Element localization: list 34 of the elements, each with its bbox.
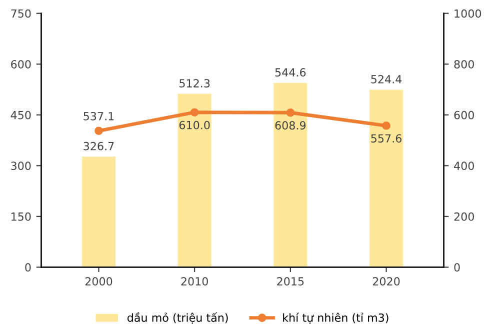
point (382, 121, 390, 130)
data-label: 537.1 (84, 112, 114, 120)
x-tick-label: 2000 (85, 277, 112, 286)
x-tick-label: 2010 (181, 277, 208, 286)
y2-tick-label: 400 (454, 162, 474, 170)
data-label: 326.7 (84, 142, 114, 150)
x-tick-label: 2015 (277, 277, 304, 286)
y-tick-label: 450 (10, 110, 31, 120)
y-tick-label: 150 (12, 212, 31, 221)
data-label: 524.4 (371, 74, 402, 84)
legend-label: khí tự nhiên (tỉ m3) (283, 312, 388, 324)
bar (82, 156, 116, 268)
y-tick-label: 0 (25, 263, 31, 272)
data-label: 557.6 (371, 134, 402, 143)
y2-tick-label: 200 (454, 212, 474, 221)
bar (274, 82, 308, 268)
y-tick-label: 600 (11, 60, 31, 69)
bar (178, 94, 212, 268)
point (94, 126, 103, 136)
y-tick-label: 300 (11, 162, 31, 170)
x-tick-label: 2020 (372, 277, 400, 286)
data-label: 608.9 (275, 121, 306, 130)
y2-tick-label: 0 (454, 263, 460, 272)
legend-label: dầu mỏ (triệu tấn) (127, 312, 228, 324)
y2-tick-label: 1000 (454, 9, 482, 18)
y2-tick-label: 600 (454, 110, 474, 120)
data-label: 610.0 (179, 120, 210, 130)
point (190, 108, 199, 117)
point (286, 108, 295, 117)
bar (369, 90, 404, 268)
y-tick-label: 750 (11, 9, 31, 18)
y2-tick-label: 800 (454, 60, 474, 69)
data-label: 544.6 (275, 68, 306, 77)
data-label: 512.3 (180, 79, 210, 88)
